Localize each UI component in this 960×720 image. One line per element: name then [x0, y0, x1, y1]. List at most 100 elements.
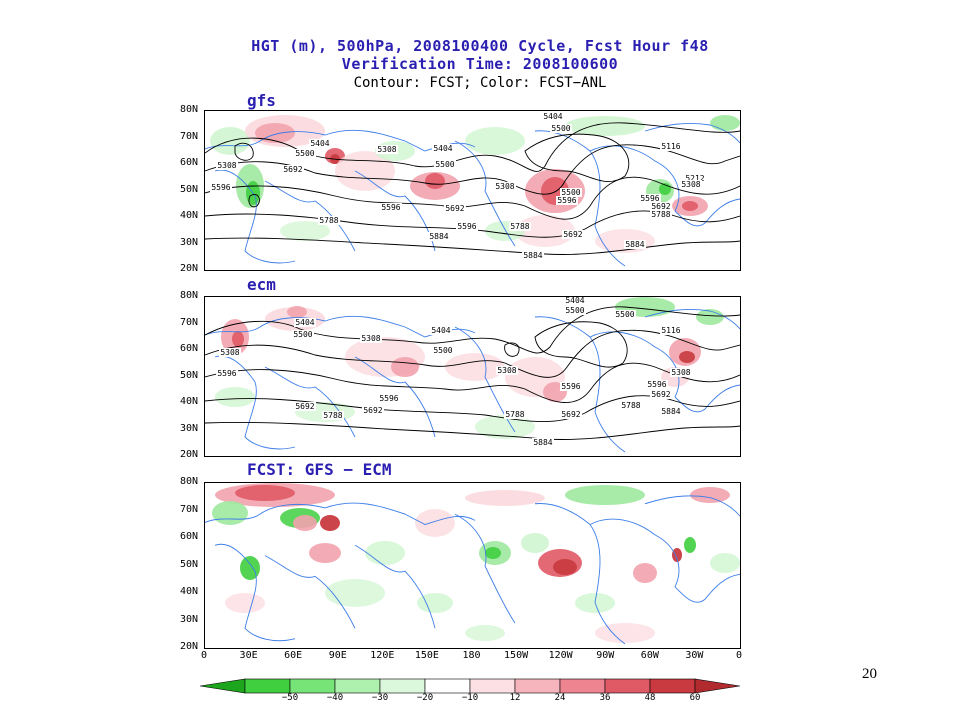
contour-label-bg	[294, 318, 316, 327]
anomaly-shading	[672, 548, 682, 562]
contour-label-bg	[624, 240, 646, 249]
lat-tick-label: 40N	[179, 396, 198, 407]
anomaly-shading	[365, 541, 405, 565]
lat-tick-label: 30N	[179, 236, 198, 248]
height-contour	[205, 176, 740, 220]
contour-label-bg	[432, 346, 454, 355]
anomaly-shading	[287, 306, 307, 318]
height-contour	[524, 133, 630, 182]
height-contour	[205, 422, 740, 440]
contour-label-bg	[216, 369, 238, 378]
contour-label-bg	[219, 348, 241, 357]
contour-label: 5788	[319, 216, 338, 225]
lon-tick-label: 150W	[504, 650, 529, 661]
contour-label-bg	[670, 368, 692, 377]
anomaly-shading	[521, 533, 549, 553]
contour-label: 5692	[445, 204, 464, 213]
contour-label: 5692	[561, 410, 580, 419]
contour-label: 5500	[561, 188, 580, 197]
legend-swatch	[649, 678, 696, 694]
anomaly-shading	[215, 387, 255, 407]
contour-label-bg	[560, 382, 582, 391]
contour-label-bg	[504, 410, 526, 419]
contour-label-bg	[210, 183, 232, 192]
contour-label: 5404	[431, 326, 450, 335]
lon-tick-label: 150E	[414, 650, 439, 661]
anomaly-shading	[293, 515, 317, 531]
anomaly-shading	[465, 625, 505, 641]
contour-label: 5692	[563, 230, 582, 239]
anomaly-shading	[225, 593, 265, 613]
anomaly-shading	[417, 593, 453, 613]
coastline	[674, 198, 740, 227]
lon-tick-label: 180	[462, 650, 481, 661]
contour-label: 5596	[381, 203, 400, 212]
contour-label-bg	[282, 165, 304, 174]
legend-arrow-right	[694, 678, 740, 694]
panel-label-diff: FCST: GFS − ECM	[247, 460, 392, 479]
legend-label: −40	[326, 693, 344, 703]
height-contour	[205, 362, 740, 403]
lon-tick-label: 120E	[370, 650, 395, 661]
contour-label: 5692	[651, 202, 670, 211]
legend-swatch	[334, 678, 381, 694]
panel-label-ecm: ecm	[247, 275, 276, 294]
lon-tick-label: 90E	[328, 650, 347, 661]
anomaly-shading	[710, 115, 740, 131]
lon-tick-label: 60E	[284, 650, 303, 661]
coastline	[214, 355, 296, 450]
contour-label-bg	[564, 297, 586, 305]
lat-tick-label: 30N	[179, 422, 198, 434]
height-contour	[205, 395, 740, 423]
contour-label-bg	[564, 306, 586, 315]
contour-label-bg	[522, 251, 544, 260]
title-line-2: Verification Time: 2008100600	[341, 55, 619, 73]
coastline	[674, 573, 740, 603]
contour-label: 5500	[433, 346, 452, 355]
contour-label-bg	[294, 149, 316, 158]
coastline	[205, 502, 476, 526]
height-contour	[205, 329, 740, 378]
contour-label-bg	[430, 326, 452, 335]
contour-label: 5596	[561, 382, 580, 391]
contour-label: 5884	[429, 232, 448, 241]
anomaly-shading	[682, 201, 698, 211]
contour-label-bg	[560, 410, 582, 419]
anomaly-shading	[465, 127, 525, 155]
contour-label-bg	[380, 203, 402, 212]
contour-label-bg	[376, 145, 398, 154]
contour-label-bg	[680, 180, 702, 189]
contour-label: 5500	[565, 306, 584, 315]
legend-label: 36	[599, 693, 611, 703]
anomaly-shading	[212, 501, 248, 525]
lat-tick-label: 20N	[179, 263, 198, 274]
lat-tick-label: 80N	[179, 104, 198, 115]
map-panel-ecm: 5404 5500 5404 5500 5308 5308 5596 5692 5596 5788…	[204, 296, 741, 457]
anomaly-shading	[235, 485, 295, 501]
anomaly-shading	[425, 173, 445, 189]
anomaly-shading	[690, 487, 730, 503]
anomaly-shading	[553, 559, 577, 575]
contour-label-bg	[496, 366, 518, 375]
contour-label: 5692	[283, 165, 302, 174]
contour-label-bg	[322, 411, 344, 420]
height-contour	[205, 306, 740, 354]
anomaly-shading	[565, 116, 645, 136]
coastline	[214, 169, 296, 264]
coastline	[644, 495, 740, 517]
lat-tick-label: 60N	[179, 157, 198, 168]
contour-label-bg	[432, 144, 454, 153]
coastline	[454, 513, 516, 624]
height-contour	[248, 194, 260, 208]
lon-tick-label: 30W	[685, 650, 704, 661]
contour-label-bg	[639, 194, 661, 203]
anomaly-shading	[280, 221, 330, 241]
coastline	[674, 384, 740, 413]
legend-label: −10	[461, 693, 479, 703]
lat-tick-label: 20N	[179, 449, 198, 460]
contour-label: 5596	[379, 394, 398, 403]
legend-swatch	[244, 678, 291, 694]
contour-label: 5308	[681, 180, 700, 189]
legend-label: 12	[509, 693, 521, 703]
